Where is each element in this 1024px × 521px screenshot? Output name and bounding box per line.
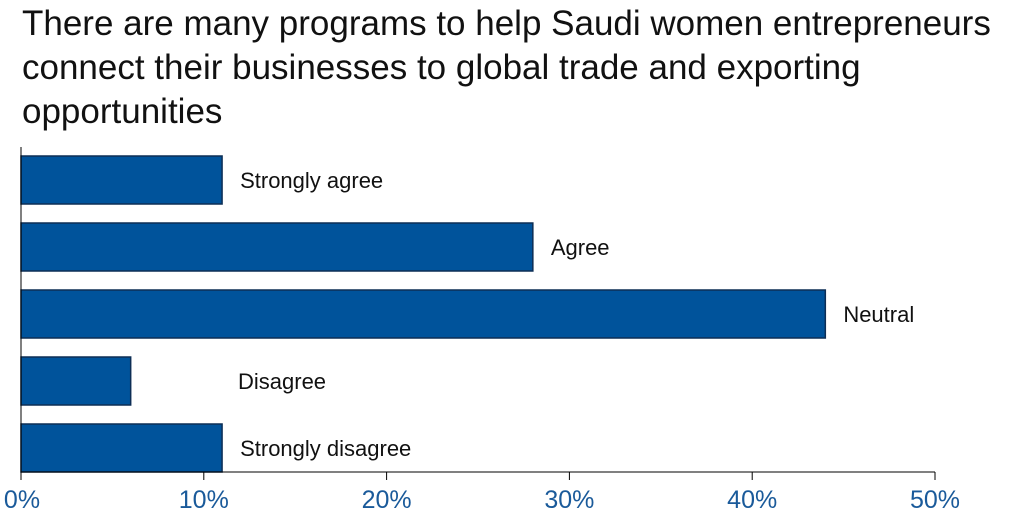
bar-agree	[20, 222, 534, 272]
chart-title: There are many programs to help Saudi wo…	[22, 4, 991, 131]
x-tick-label: 10%	[179, 486, 229, 514]
bar-label-disagree: Disagree	[238, 369, 326, 394]
bar-disagree	[20, 356, 132, 406]
bars-group	[20, 155, 827, 473]
bar-strongly-agree	[20, 155, 223, 205]
bar-label-strongly-agree: Strongly agree	[240, 168, 383, 193]
x-axis: 0% 10% 20% 30% 40% 50%	[4, 147, 960, 514]
bar-labels-group: Strongly agree Agree Neutral Disagree Strong…	[238, 168, 914, 461]
bar-strongly-disagree	[20, 423, 223, 473]
x-tick-label: 0%	[4, 486, 40, 514]
x-tick-label: 30%	[544, 486, 594, 514]
x-tick-label: 50%	[910, 486, 960, 514]
bar-neutral	[20, 289, 827, 339]
x-tick-label: 20%	[362, 486, 412, 514]
bar-label-strongly-disagree: Strongly disagree	[240, 436, 411, 461]
bar-label-neutral: Neutral	[843, 302, 914, 327]
bar-label-agree: Agree	[551, 235, 610, 260]
x-tick-label: 40%	[727, 486, 777, 514]
